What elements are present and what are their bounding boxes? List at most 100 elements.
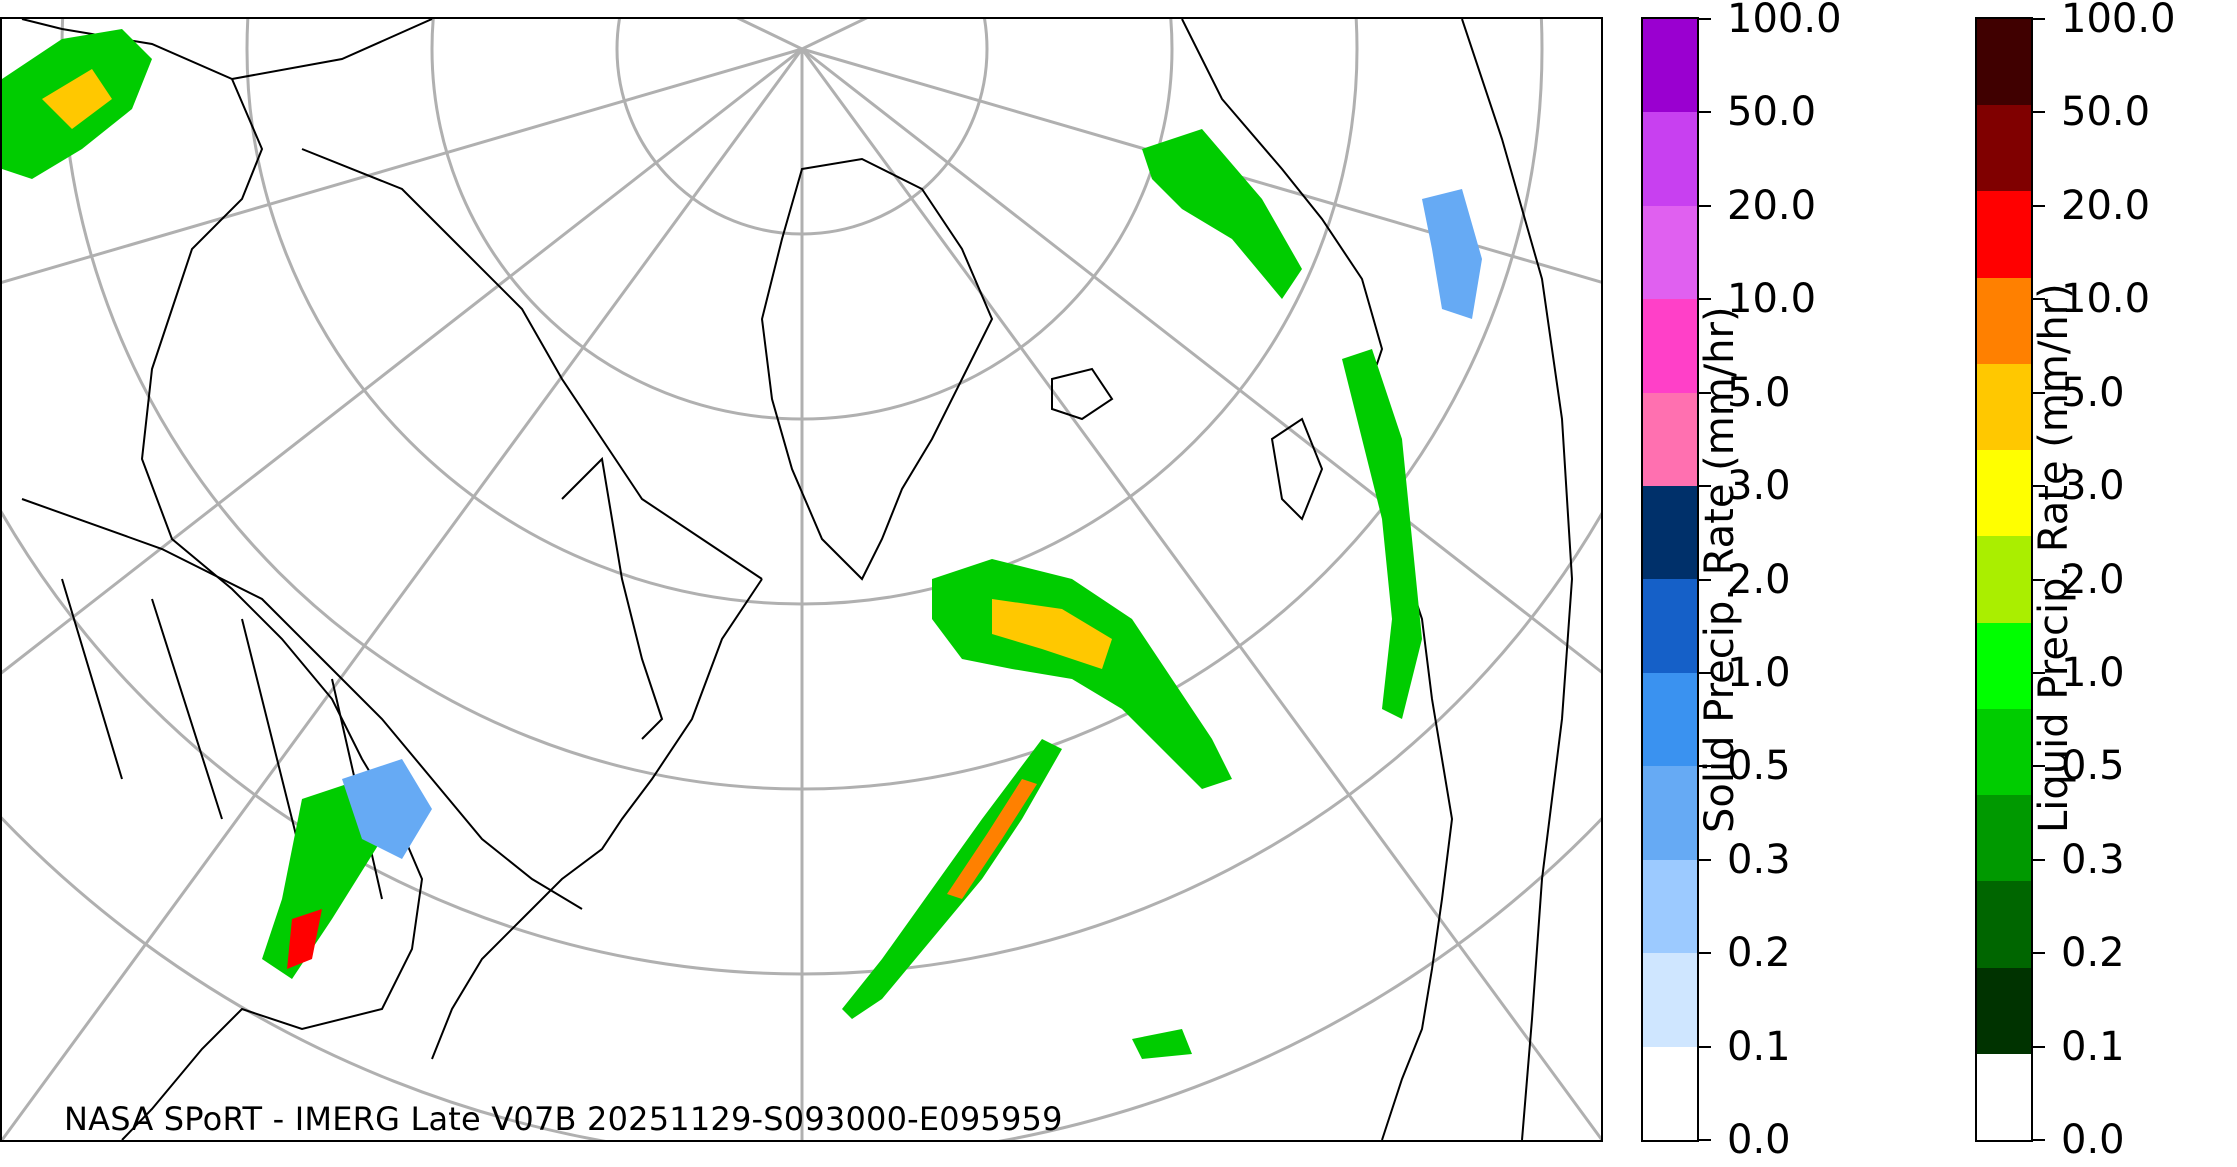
solid-colorbar-segment (1643, 486, 1697, 580)
tick-label: 5.0 (2061, 369, 2125, 416)
liquid-colorbar-segment (1977, 18, 2031, 106)
liquid-colorbar-segment (1977, 450, 2031, 537)
solid-colorbar-segment (1643, 953, 1697, 1047)
meridian (800, 48, 1601, 1140)
tick-label: 20.0 (2061, 182, 2151, 229)
liquid-colorbar-title: Liquid Precip. Rate (mm/hr) (2031, 283, 2077, 833)
tick-mark (1699, 1139, 1711, 1141)
liquid-colorbar-segment (1977, 191, 2031, 278)
hudson-bay (561, 456, 664, 740)
tick-mark (1699, 391, 1711, 394)
tick-label: 0.1 (1727, 1023, 1791, 1070)
tick-label: 100.0 (1727, 0, 1842, 42)
solid-precip-colorbar (1641, 17, 1699, 1142)
arctic-canada-coast (301, 148, 763, 580)
precip-band-europe (1342, 349, 1422, 719)
tick-label: 3.0 (2061, 463, 2125, 510)
precip-core-us-south (287, 909, 322, 969)
tick-label: 2.0 (2061, 556, 2125, 603)
tick-label: 0.3 (1727, 836, 1791, 883)
tick-mark (2033, 671, 2045, 674)
us-canada-border (21, 498, 583, 910)
meridian (801, 47, 1601, 674)
tick-mark (2033, 578, 2045, 581)
solid-colorbar-segment (1643, 299, 1697, 393)
tick-label: 10.0 (1727, 276, 1817, 323)
west-coast (21, 19, 424, 1140)
solid-colorbar-segment (1643, 766, 1697, 860)
tick-mark (2033, 1045, 2045, 1048)
liquid-colorbar-segment (1977, 881, 2031, 968)
iceland-coast (1051, 367, 1114, 421)
tick-label: 10.0 (2061, 276, 2151, 323)
tick-mark (1699, 18, 1711, 20)
tick-label: 20.0 (1727, 182, 1817, 229)
tick-label: 1.0 (2061, 649, 2125, 696)
precip-core-atlantic-low (992, 599, 1112, 669)
alaska-north-coast (231, 19, 433, 80)
tick-label: 0.5 (2061, 743, 2125, 790)
snow-area-midwest (342, 759, 432, 859)
solid-colorbar-ticks: 0.0 0.1 0.2 0.3 0.5 1.0 2.0 3.0 5.0 10.0 20.0 50.0 1… (1699, 0, 1842, 1162)
tick-label: 5.0 (1727, 369, 1791, 416)
labrador-coast (431, 578, 763, 1060)
liquid-colorbar-ticks: 0.0 0.1 0.2 0.3 0.5 1.0 2.0 3.0 5.0 10.0 20.0 50.0 1… (2033, 0, 2176, 1162)
liquid-colorbar-segment (1977, 536, 2031, 623)
precipitation-map (0, 17, 1603, 1142)
tick-mark (2033, 111, 2045, 114)
tick-label: 0.5 (1727, 743, 1791, 790)
solid-colorbar-segment (1643, 1046, 1697, 1140)
tick-label: 0.0 (2061, 1117, 2125, 1163)
tick-mark (1699, 485, 1711, 488)
tick-label: 0.2 (2061, 930, 2125, 977)
greenland-coast (760, 157, 994, 581)
tick-mark (2033, 1139, 2045, 1141)
tick-label: 1.0 (1727, 649, 1791, 696)
meridian (801, 47, 1601, 284)
solid-colorbar-title: Solid Precip. Rate (mm/hr) (1697, 306, 1743, 833)
tick-label: 0.3 (2061, 836, 2125, 883)
tick-mark (1699, 1045, 1711, 1048)
snow-area-europe (1422, 189, 1482, 319)
tick-mark (1699, 111, 1711, 114)
liquid-colorbar-segment (1977, 795, 2031, 882)
tick-mark (2033, 298, 2045, 301)
solid-colorbar-segment (1643, 205, 1697, 300)
map-canvas (2, 19, 1601, 1140)
meridian (801, 19, 868, 51)
graticule (2, 19, 1601, 1140)
liquid-colorbar-segment (1977, 363, 2031, 451)
precipitation-areas (2, 29, 1482, 1059)
tick-label: 2.0 (1727, 556, 1791, 603)
state-borders (61, 578, 383, 900)
liquid-precip-colorbar (1975, 17, 2033, 1142)
solid-colorbar-segment (1643, 672, 1697, 767)
tick-label: 50.0 (2061, 89, 2151, 136)
precip-area-atlantic-low (932, 559, 1232, 789)
tick-label: 50.0 (1727, 89, 1817, 136)
tick-mark (2033, 204, 2045, 207)
tick-mark (2033, 391, 2045, 394)
tick-mark (2033, 765, 2045, 768)
tick-label: 0.2 (1727, 930, 1791, 977)
solid-colorbar-segment (1643, 392, 1697, 487)
solid-colorbar-segment (1643, 112, 1697, 206)
liquid-colorbar-segment (1977, 708, 2031, 796)
tick-mark (2033, 18, 2045, 20)
precip-area-small (1132, 1029, 1192, 1059)
solid-colorbar-segment (1643, 579, 1697, 673)
liquid-colorbar-segment (1977, 1053, 2031, 1140)
meridian (2, 47, 803, 284)
liquid-colorbar-segment (1977, 622, 2031, 709)
tick-mark (1699, 671, 1711, 674)
data-credit: NASA SPoRT - IMERG Late V07B 20251129-S0… (64, 1100, 1063, 1138)
meridian (2, 47, 803, 675)
solid-colorbar-segment (1643, 859, 1697, 954)
precip-core-alaska (42, 69, 112, 129)
tick-label: 0.1 (2061, 1023, 2125, 1070)
tick-label: 100.0 (2061, 0, 2176, 42)
liquid-colorbar-segment (1977, 277, 2031, 364)
liquid-colorbar-segment (1977, 967, 2031, 1054)
tick-mark (1699, 952, 1711, 955)
tick-mark (1699, 204, 1711, 207)
